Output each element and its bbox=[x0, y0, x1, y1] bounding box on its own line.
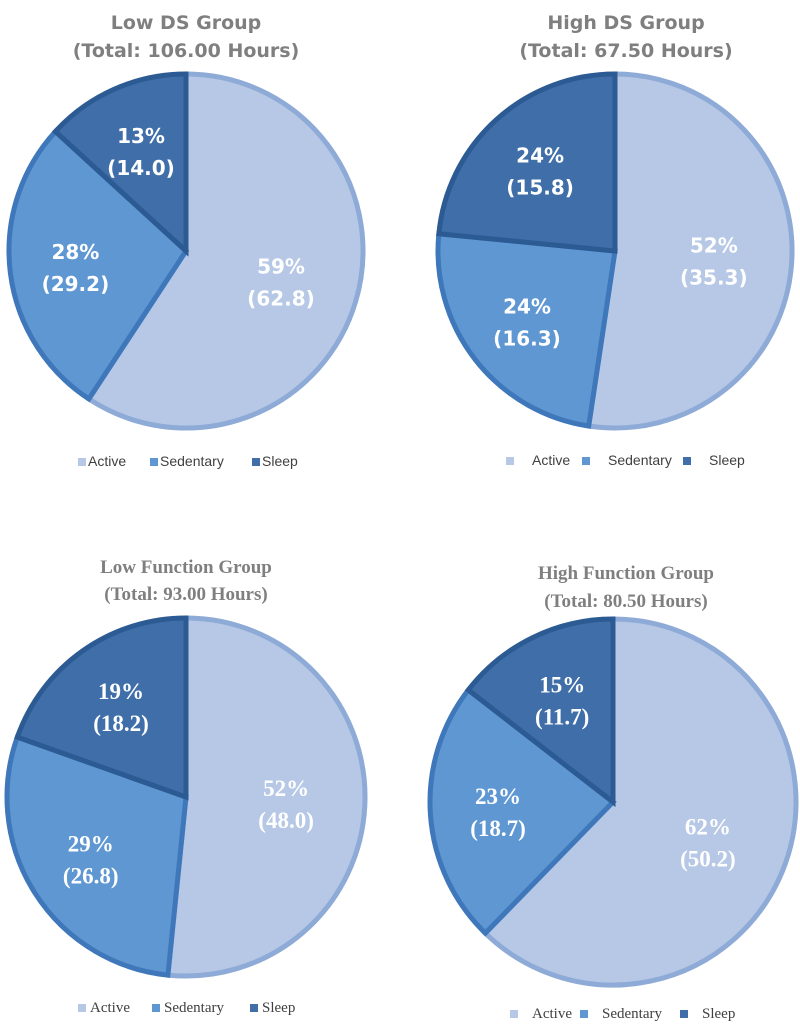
slice-value-label: (18.7) bbox=[470, 816, 526, 841]
chart-subtitle: (Total: 93.00 Hours) bbox=[104, 584, 267, 605]
chart-title: High DS Group bbox=[547, 12, 704, 34]
slice-sedentary bbox=[6, 127, 190, 403]
pie-chart-2: High DS Group (Total: 67.50 Hours) 52% (35.… bbox=[435, 12, 795, 468]
legend-label-active: Active bbox=[532, 452, 570, 468]
legend-swatch-active bbox=[78, 1004, 86, 1012]
legend-label-sedentary: Sedentary bbox=[164, 1000, 224, 1016]
legend-swatch-sleep bbox=[680, 1010, 688, 1018]
slice-value-label: (48.0) bbox=[258, 808, 314, 833]
legend-swatch-sleep bbox=[252, 458, 260, 466]
slice-value-label: (11.7) bbox=[535, 705, 589, 730]
slice-percent-label: 52% bbox=[263, 776, 309, 801]
slice-sedentary bbox=[427, 686, 617, 937]
legend-swatch-sedentary bbox=[580, 1010, 588, 1018]
slice-percent-label: 24% bbox=[503, 295, 551, 319]
pie-chart-4: High Function Group (Total: 80.50 Hours) 6… bbox=[427, 563, 799, 1022]
slice-percent-label: 52% bbox=[690, 233, 738, 257]
slice-value-label: (35.3) bbox=[680, 265, 748, 289]
slice-percent-label: 29% bbox=[68, 831, 114, 856]
legend-label-sedentary: Sedentary bbox=[608, 452, 672, 468]
chart-subtitle: (Total: 106.00 Hours) bbox=[73, 40, 300, 62]
legend-label-sleep: Sleep bbox=[262, 1000, 295, 1016]
slice-value-label: (18.2) bbox=[93, 711, 149, 736]
slice-value-label: (15.8) bbox=[506, 175, 574, 199]
legend-label-active: Active bbox=[532, 1006, 572, 1022]
legend-swatch-sleep bbox=[683, 457, 691, 465]
legend-label-sleep: Sleep bbox=[709, 452, 745, 468]
chart-subtitle: (Total: 80.50 Hours) bbox=[544, 591, 707, 612]
slice-active bbox=[85, 71, 366, 431]
legend-label-sleep: Sleep bbox=[702, 1006, 735, 1022]
pie-chart-3: Low Function Group (Total: 93.00 Hours) 52… bbox=[4, 557, 368, 1016]
slice-active bbox=[585, 71, 795, 431]
slice-active bbox=[481, 616, 799, 988]
slice-percent-label: 13% bbox=[117, 124, 165, 148]
slice-value-label: (29.2) bbox=[42, 272, 110, 296]
chart-subtitle: (Total: 67.50 Hours) bbox=[519, 40, 732, 62]
slice-active bbox=[165, 615, 368, 979]
slice-percent-label: 19% bbox=[98, 679, 144, 704]
legend: Active Sedentary Sleep bbox=[78, 1000, 295, 1016]
slice-value-label: (16.3) bbox=[493, 327, 561, 351]
legend-swatch-sedentary bbox=[150, 458, 158, 466]
legend: Active Sedentary Sleep bbox=[78, 453, 298, 469]
slice-sleep bbox=[51, 71, 189, 257]
legend-swatch-active bbox=[506, 457, 514, 465]
slice-percent-label: 28% bbox=[51, 240, 99, 264]
slice-value-label: (14.0) bbox=[107, 156, 175, 180]
slice-percent-label: 15% bbox=[539, 673, 585, 698]
legend-swatch-sedentary bbox=[582, 457, 590, 465]
chart-title: Low Function Group bbox=[100, 557, 272, 578]
legend-label-sedentary: Sedentary bbox=[602, 1006, 662, 1022]
slice-percent-label: 62% bbox=[685, 815, 731, 840]
legend-swatch-sedentary bbox=[152, 1004, 160, 1012]
legend-label-sleep: Sleep bbox=[262, 453, 298, 469]
slice-value-label: (50.2) bbox=[680, 847, 736, 872]
slice-sleep bbox=[436, 71, 618, 254]
slice-sedentary bbox=[4, 733, 189, 978]
chart-title: Low DS Group bbox=[111, 12, 262, 34]
slice-percent-label: 59% bbox=[257, 254, 305, 278]
legend-swatch-active bbox=[78, 458, 86, 466]
legend: Active Sedentary Sleep bbox=[506, 452, 745, 468]
pie-chart-1: Low DS Group (Total: 106.00 Hours) 59% (62.… bbox=[6, 12, 366, 469]
slice-sedentary bbox=[435, 230, 618, 429]
slice-percent-label: 23% bbox=[475, 784, 521, 809]
legend-label-active: Active bbox=[88, 453, 126, 469]
slice-sleep bbox=[464, 616, 616, 808]
chart-title: High Function Group bbox=[538, 563, 714, 584]
slice-value-label: (62.8) bbox=[247, 286, 315, 310]
legend-label-sedentary: Sedentary bbox=[160, 453, 224, 469]
legend-swatch-active bbox=[510, 1010, 518, 1018]
legend: Active Sedentary Sleep bbox=[510, 1006, 735, 1022]
slice-sleep bbox=[14, 615, 189, 801]
slice-percent-label: 24% bbox=[516, 143, 564, 167]
legend-label-active: Active bbox=[90, 1000, 130, 1016]
slice-value-label: (26.8) bbox=[63, 863, 119, 888]
legend-swatch-sleep bbox=[250, 1004, 258, 1012]
